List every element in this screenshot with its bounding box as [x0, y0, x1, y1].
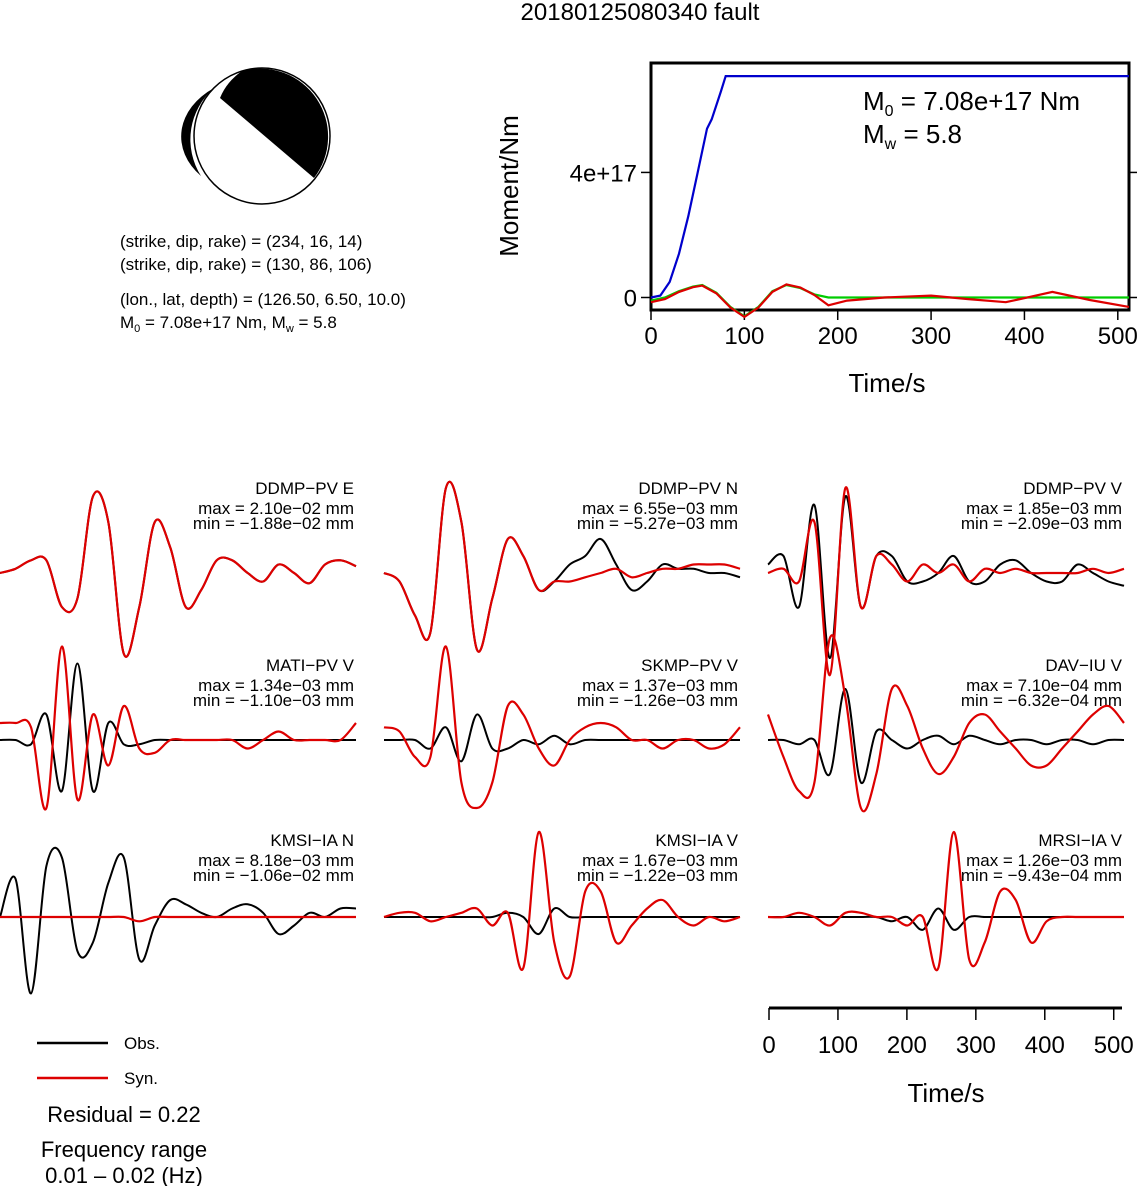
waveform-time-axis: 0 100 200 300 400 500 Time/s: [762, 1006, 1134, 1108]
station-label: DDMP−PV E: [255, 479, 354, 498]
station-label: MRSI−IA V: [1038, 831, 1122, 850]
frequency-range-value: 0.01 – 0.02 (Hz): [45, 1163, 203, 1186]
moment-x-tick-label: 0: [644, 323, 657, 350]
observed-trace: [767, 495, 1125, 660]
moment-y-tick-label: 4e+17: [570, 160, 637, 187]
legend: Obs. Syn.: [37, 1034, 160, 1088]
moment-y-label: Moment/Nm: [494, 115, 524, 257]
synthetic-trace: [767, 486, 1125, 677]
legend-syn-label: Syn.: [124, 1069, 158, 1088]
max-amplitude: max = 1.85e−03 mm: [966, 499, 1122, 518]
moment-m0-annotation: M0 = 7.08e+17 Nm: [863, 86, 1080, 120]
beachball-compression-main: [220, 68, 329, 178]
moment-x-tick-label: 500: [1098, 323, 1138, 350]
station-label: DDMP−PV N: [638, 479, 738, 498]
moment-x-label: Time/s: [848, 368, 925, 398]
max-amplitude: max = 7.10e−04 mm: [966, 676, 1122, 695]
observed-trace: [0, 846, 357, 995]
synthetic-trace: [383, 645, 741, 810]
moment-mw-annotation: Mw = 5.8: [863, 119, 962, 153]
synthetic-trace: [0, 645, 357, 811]
max-amplitude: max = 1.34e−03 mm: [198, 676, 354, 695]
residual-text: Residual = 0.22: [47, 1102, 201, 1127]
moment-series-0: [650, 74, 1129, 299]
synthetic-trace: [383, 480, 741, 653]
figure-title: 20180125080340 fault: [521, 0, 760, 26]
max-amplitude: max = 1.26e−03 mm: [966, 851, 1122, 870]
station-label: DAV−IU V: [1045, 656, 1122, 675]
moment-y-tick-label: 0: [624, 285, 637, 312]
min-amplitude: min = −9.43e−04 mm: [961, 866, 1122, 885]
min-amplitude: min = −1.22e−03 mm: [577, 866, 738, 885]
station-label: KMSI−IA N: [270, 831, 354, 850]
time-axis-tick-label: 0: [762, 1032, 775, 1059]
max-amplitude: max = 8.18e−03 mm: [198, 851, 354, 870]
moment-y-axis: 0 4e+17: [570, 160, 1137, 312]
location-line: (lon., lat, depth) = (126.50, 6.50, 10.0…: [120, 290, 406, 309]
moment-x-tick-label: 200: [818, 323, 858, 350]
station-label: MATI−PV V: [266, 656, 355, 675]
station-label: DDMP−PV V: [1023, 479, 1122, 498]
observed-trace: [768, 907, 1124, 931]
min-amplitude: min = −1.88e−02 mm: [193, 514, 354, 533]
min-amplitude: min = −1.10e−03 mm: [193, 691, 354, 710]
min-amplitude: min = −5.27e−03 mm: [577, 514, 738, 533]
time-axis-tick-label: 300: [956, 1032, 996, 1059]
max-amplitude: max = 1.67e−03 mm: [582, 851, 738, 870]
time-axis-tick-label: 400: [1025, 1032, 1065, 1059]
synthetic-trace: [383, 830, 741, 980]
legend-obs-label: Obs.: [124, 1034, 160, 1053]
station-label: KMSI−IA V: [655, 831, 738, 850]
synthetic-trace: [0, 490, 357, 658]
min-amplitude: min = −1.26e−03 mm: [577, 691, 738, 710]
moment-rate-chart: 0 100 200 300 400 500 0 4e+17 M0 = 7.08e+17 Nm…: [494, 61, 1138, 398]
time-axis-tick-label: 200: [887, 1032, 927, 1059]
min-amplitude: min = −2.09e−03 mm: [961, 514, 1122, 533]
synthetic-trace: [766, 634, 1125, 813]
moment-series-group: [650, 74, 1130, 319]
moment-x-axis: 0 100 200 300 400 500: [644, 310, 1138, 350]
moment-series-2: [650, 283, 1130, 319]
station-label: SKMP−PV V: [641, 656, 739, 675]
focal-planes-line-2: (strike, dip, rake) = (130, 86, 106): [120, 255, 372, 274]
moment-chart-frame: [649, 61, 1131, 312]
min-amplitude: min = −1.06e−02 mm: [193, 866, 354, 885]
moment-x-tick-label: 100: [724, 323, 764, 350]
moment-x-tick-label: 400: [1004, 323, 1044, 350]
synthetic-trace: [767, 830, 1124, 972]
beachball-compression-left: [181, 88, 214, 176]
moment-x-tick-label: 300: [911, 323, 951, 350]
observed-trace: [767, 687, 1125, 784]
focal-planes-line-1: (strike, dip, rake) = (234, 16, 14): [120, 232, 362, 251]
time-axis-label: Time/s: [907, 1078, 984, 1108]
time-axis-tick-label: 100: [818, 1032, 858, 1059]
frequency-range-label: Frequency range: [41, 1137, 207, 1162]
max-amplitude: max = 6.55e−03 mm: [582, 499, 738, 518]
max-amplitude: max = 1.37e−03 mm: [582, 676, 738, 695]
synthetic-trace: [0, 915, 356, 923]
min-amplitude: min = −6.32e−04 mm: [961, 691, 1122, 710]
time-axis-tick-label: 500: [1094, 1032, 1134, 1059]
max-amplitude: max = 2.10e−02 mm: [198, 499, 354, 518]
focal-mechanism-beachball: [181, 67, 331, 205]
time-axis-ticks: 0 100 200 300 400 500: [762, 1008, 1134, 1059]
moment-summary-line: M0 = 7.08e+17 Nm, Mw = 5.8: [120, 313, 337, 335]
